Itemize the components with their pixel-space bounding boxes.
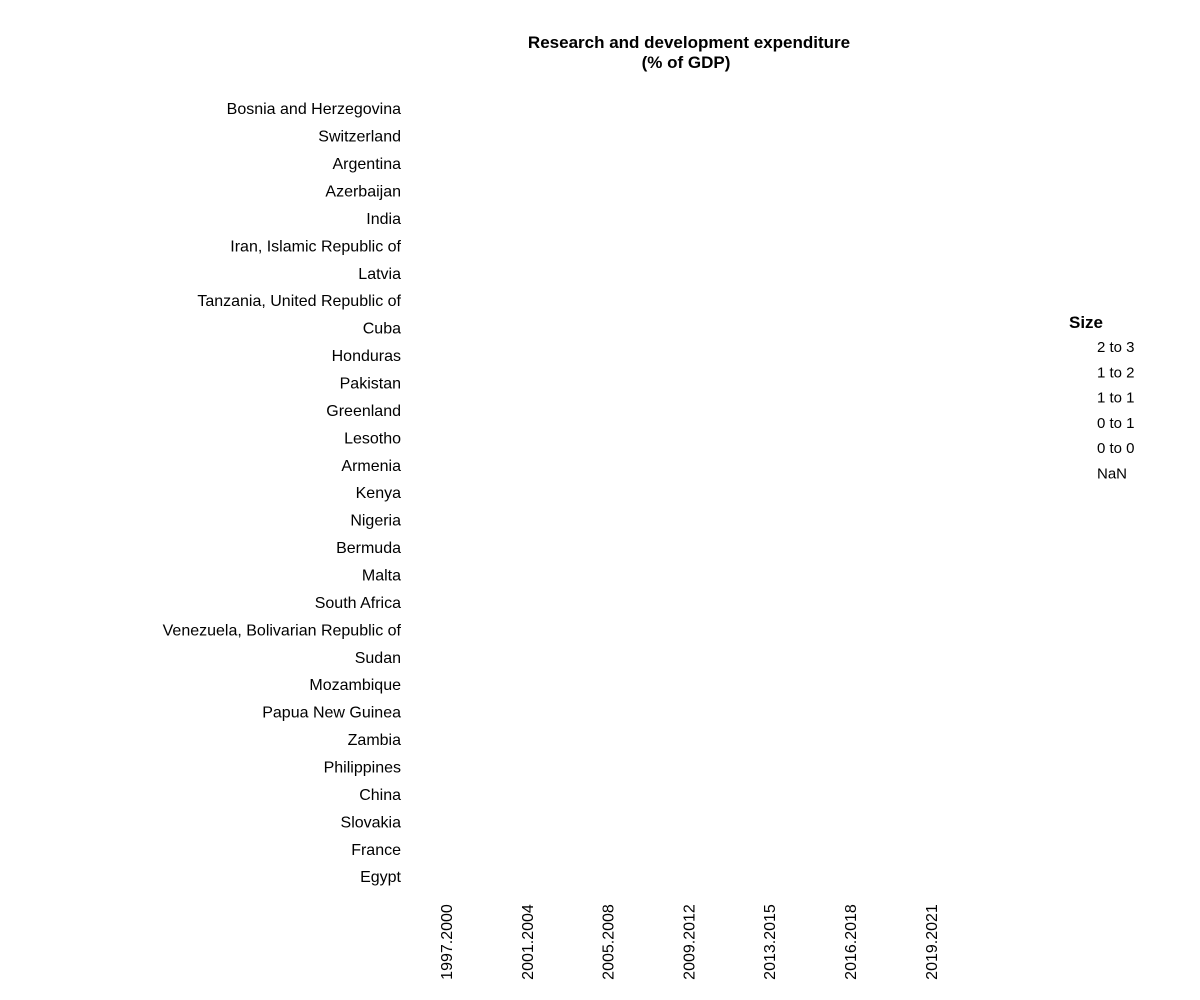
chart-title-line-2: (% of GDP) [642,53,731,72]
legend: Size 2 to 3 1 to 2 1 to 1 0 to 1 0 to 0 NaN [1069,313,1135,482]
legend-item: NaN [1097,465,1127,482]
y-tick-label: Nigeria [350,513,401,530]
y-tick-label: Papua New Guinea [262,705,401,722]
y-tick-label: Zambia [348,732,401,749]
legend-item: 0 to 0 [1097,440,1135,457]
y-tick-label: Lesotho [344,430,401,447]
x-tick-label: 2009.2012 [681,904,698,980]
y-tick-label: Tanzania, United Republic of [197,293,401,310]
chart-title-line-1: Research and development expenditure [528,33,850,52]
x-tick-label: 2001.2004 [520,904,537,980]
x-tick-label: 1997.2000 [439,904,456,980]
y-tick-label: Slovakia [341,814,402,831]
y-tick-label: Venezuela, Bolivarian Republic of [163,622,402,639]
y-tick-label: Greenland [326,403,401,420]
chart-title: Research and development expenditure (% … [528,33,850,72]
y-tick-label: China [359,787,401,804]
y-tick-label: France [351,842,401,859]
y-tick-label: Cuba [363,321,401,338]
legend-items: 2 to 3 1 to 2 1 to 1 0 to 1 0 to 0 NaN [1097,339,1135,483]
y-tick-label: Bermuda [336,540,401,557]
y-axis: Bosnia and Herzegovina Switzerland Argenti… [163,101,402,886]
y-tick-label: Latvia [358,266,401,283]
x-tick-label: 2005.2008 [601,904,618,980]
y-tick-label: Bosnia and Herzegovina [227,101,401,118]
legend-item: 1 to 1 [1097,390,1135,407]
y-tick-label: Switzerland [318,129,401,146]
y-tick-label: South Africa [315,595,401,612]
legend-item: 2 to 3 [1097,339,1135,356]
y-tick-label: Sudan [355,650,401,667]
y-tick-label: Argentina [333,156,402,173]
y-tick-label: Azerbaijan [325,184,401,201]
y-tick-label: Pakistan [340,376,401,393]
legend-title: Size [1069,313,1103,332]
y-tick-label: Iran, Islamic Republic of [230,238,401,255]
y-tick-label: India [366,211,401,228]
x-tick-label: 2016.2018 [843,904,860,980]
y-tick-label: Kenya [356,485,401,502]
x-tick-label: 2013.2015 [762,904,779,980]
y-tick-label: Honduras [332,348,401,365]
y-tick-label: Armenia [341,458,401,475]
y-tick-label: Egypt [360,869,401,886]
legend-item: 1 to 2 [1097,364,1135,381]
legend-item: 0 to 1 [1097,415,1135,432]
x-axis: 1997.2000 2001.2004 2005.2008 2009.2012 2013… [439,904,941,980]
y-tick-label: Philippines [324,760,401,777]
y-tick-label: Malta [362,568,401,585]
y-tick-label: Mozambique [309,677,401,694]
x-tick-label: 2019.2021 [924,904,941,980]
